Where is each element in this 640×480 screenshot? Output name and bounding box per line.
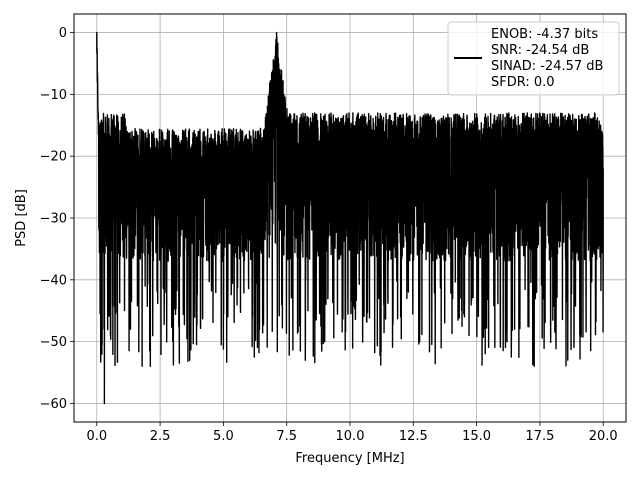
y-axis-label: PSD [dB] — [14, 189, 29, 247]
legend-entry-sfdr: SFDR: 0.0 — [491, 75, 555, 90]
legend-entry-sinad: SINAD: -24.57 dB — [491, 59, 603, 74]
x-tick-label: 5.0 — [213, 429, 234, 444]
legend: ENOB: -4.37 bits SNR: -24.54 dB SINAD: -… — [447, 21, 620, 96]
x-axis-label: Frequency [MHz] — [295, 451, 404, 466]
legend-box — [447, 21, 620, 96]
y-tick-label: −50 — [40, 335, 67, 350]
x-tick-label: 2.5 — [150, 429, 171, 444]
x-tick-label: 10.0 — [336, 429, 365, 444]
y-tick-label: −20 — [40, 150, 67, 165]
x-axis-ticks: 0.0 2.5 5.0 7.5 10.0 12.5 15.0 17.5 20.0 — [86, 422, 618, 444]
y-tick-label: 0 — [59, 26, 67, 41]
y-tick-label: −10 — [40, 88, 67, 103]
x-tick-label: 12.5 — [399, 429, 428, 444]
x-tick-label: 0.0 — [86, 429, 107, 444]
legend-entry-snr: SNR: -24.54 dB — [491, 43, 589, 58]
psd-series-line — [96, 31, 604, 405]
x-tick-label: 20.0 — [589, 429, 618, 444]
y-tick-label: −30 — [40, 212, 67, 227]
x-tick-label: 7.5 — [276, 429, 297, 444]
y-axis-ticks: 0 −10 −20 −30 −40 −50 −60 — [40, 26, 74, 412]
plot-area — [96, 31, 604, 405]
x-tick-label: 17.5 — [525, 429, 554, 444]
x-tick-label: 15.0 — [462, 429, 491, 444]
legend-entry-enob: ENOB: -4.37 bits — [491, 27, 598, 42]
y-tick-label: −60 — [40, 397, 67, 412]
y-tick-label: −40 — [40, 273, 67, 288]
